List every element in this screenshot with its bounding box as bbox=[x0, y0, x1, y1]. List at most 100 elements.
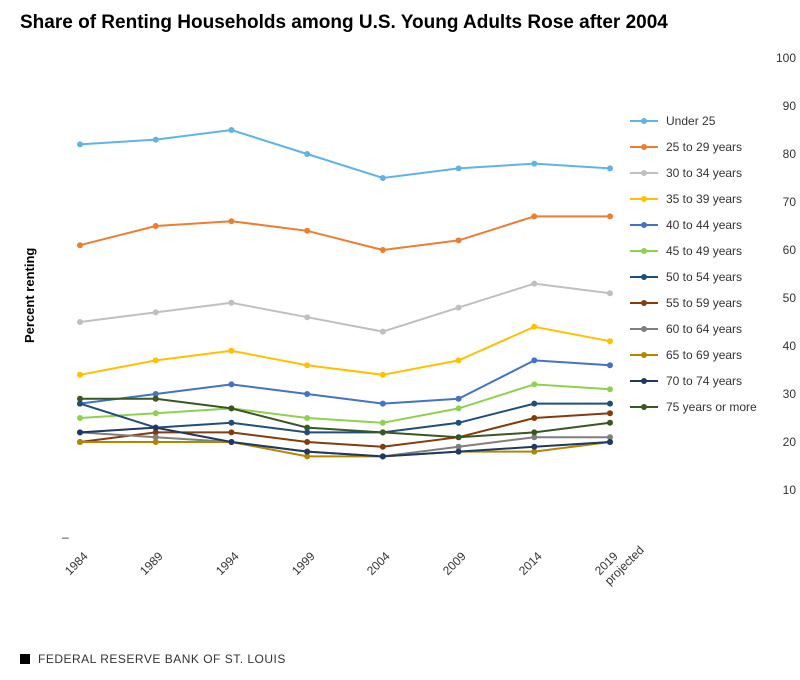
series-marker bbox=[456, 165, 462, 171]
series-marker bbox=[304, 228, 310, 234]
legend-line-icon bbox=[630, 250, 658, 252]
series-marker bbox=[380, 401, 386, 407]
series-marker bbox=[380, 420, 386, 426]
series-marker bbox=[531, 381, 537, 387]
series-marker bbox=[228, 300, 234, 306]
series-marker bbox=[304, 439, 310, 445]
page: Share of Renting Households among U.S. Y… bbox=[0, 0, 800, 680]
legend-line-icon bbox=[630, 198, 658, 200]
series-marker bbox=[153, 439, 159, 445]
series-marker bbox=[153, 137, 159, 143]
series-marker bbox=[380, 329, 386, 335]
series-marker bbox=[228, 127, 234, 133]
series-marker bbox=[228, 381, 234, 387]
legend-dot-icon bbox=[641, 300, 647, 306]
legend-dot-icon bbox=[641, 378, 647, 384]
series-marker bbox=[153, 410, 159, 416]
legend-dot-icon bbox=[641, 144, 647, 150]
series-marker bbox=[304, 415, 310, 421]
legend-line-icon bbox=[630, 406, 658, 408]
series-marker bbox=[153, 223, 159, 229]
legend-dot-icon bbox=[641, 118, 647, 124]
series-marker bbox=[153, 396, 159, 402]
series-marker bbox=[304, 151, 310, 157]
series-marker bbox=[153, 425, 159, 431]
legend-line-icon bbox=[630, 146, 658, 148]
series-marker bbox=[228, 420, 234, 426]
legend-dot-icon bbox=[641, 352, 647, 358]
legend-line-icon bbox=[630, 380, 658, 382]
series-marker bbox=[77, 242, 83, 248]
legend-item: 75 years or more bbox=[630, 394, 757, 420]
series-marker bbox=[456, 434, 462, 440]
series-line bbox=[80, 284, 610, 332]
legend-dot-icon bbox=[641, 274, 647, 280]
series-marker bbox=[304, 425, 310, 431]
series-marker bbox=[531, 429, 537, 435]
legend-item: 40 to 44 years bbox=[630, 212, 757, 238]
series-marker bbox=[228, 405, 234, 411]
series-marker bbox=[380, 247, 386, 253]
series-marker bbox=[77, 415, 83, 421]
legend-dot-icon bbox=[641, 326, 647, 332]
legend-line-icon bbox=[630, 224, 658, 226]
series-marker bbox=[531, 213, 537, 219]
legend-label: 45 to 49 years bbox=[666, 244, 742, 258]
legend-item: 65 to 69 years bbox=[630, 342, 757, 368]
series-marker bbox=[380, 444, 386, 450]
series-marker bbox=[456, 237, 462, 243]
legend-dot-icon bbox=[641, 248, 647, 254]
series-marker bbox=[531, 161, 537, 167]
series-line bbox=[80, 216, 610, 250]
legend-label: 65 to 69 years bbox=[666, 348, 742, 362]
legend-item: 25 to 29 years bbox=[630, 134, 757, 160]
series-line bbox=[80, 130, 610, 178]
series-marker bbox=[607, 165, 613, 171]
series-line bbox=[80, 360, 610, 403]
series-marker bbox=[380, 372, 386, 378]
series-marker bbox=[607, 213, 613, 219]
legend-item: 70 to 74 years bbox=[630, 368, 757, 394]
legend-label: 75 years or more bbox=[666, 400, 757, 414]
series-marker bbox=[304, 449, 310, 455]
legend-item: 60 to 64 years bbox=[630, 316, 757, 342]
series-marker bbox=[607, 420, 613, 426]
legend: Under 2525 to 29 years30 to 34 years35 t… bbox=[630, 108, 757, 420]
legend-line-icon bbox=[630, 120, 658, 122]
legend-line-icon bbox=[630, 276, 658, 278]
series-marker bbox=[153, 357, 159, 363]
legend-item: 55 to 59 years bbox=[630, 290, 757, 316]
legend-label: 35 to 39 years bbox=[666, 192, 742, 206]
series-marker bbox=[531, 444, 537, 450]
legend-label: 25 to 29 years bbox=[666, 140, 742, 154]
series-marker bbox=[228, 218, 234, 224]
series-marker bbox=[607, 439, 613, 445]
legend-dot-icon bbox=[641, 222, 647, 228]
series-marker bbox=[77, 319, 83, 325]
series-marker bbox=[456, 357, 462, 363]
series-marker bbox=[531, 415, 537, 421]
footer: FEDERAL RESERVE BANK OF ST. LOUIS bbox=[20, 652, 286, 666]
legend-label: 60 to 64 years bbox=[666, 322, 742, 336]
series-marker bbox=[456, 449, 462, 455]
legend-label: 40 to 44 years bbox=[666, 218, 742, 232]
series-marker bbox=[456, 420, 462, 426]
series-marker bbox=[607, 362, 613, 368]
series-line bbox=[80, 327, 610, 375]
series-marker bbox=[228, 429, 234, 435]
legend-label: 55 to 59 years bbox=[666, 296, 742, 310]
series-marker bbox=[304, 362, 310, 368]
series-marker bbox=[380, 175, 386, 181]
series-marker bbox=[77, 396, 83, 402]
series-marker bbox=[228, 439, 234, 445]
series-marker bbox=[531, 401, 537, 407]
legend-item: 35 to 39 years bbox=[630, 186, 757, 212]
legend-line-icon bbox=[630, 354, 658, 356]
legend-item: 50 to 54 years bbox=[630, 264, 757, 290]
series-marker bbox=[607, 386, 613, 392]
series-marker bbox=[228, 348, 234, 354]
legend-dot-icon bbox=[641, 170, 647, 176]
series-marker bbox=[607, 410, 613, 416]
legend-label: 30 to 34 years bbox=[666, 166, 742, 180]
legend-item: 45 to 49 years bbox=[630, 238, 757, 264]
